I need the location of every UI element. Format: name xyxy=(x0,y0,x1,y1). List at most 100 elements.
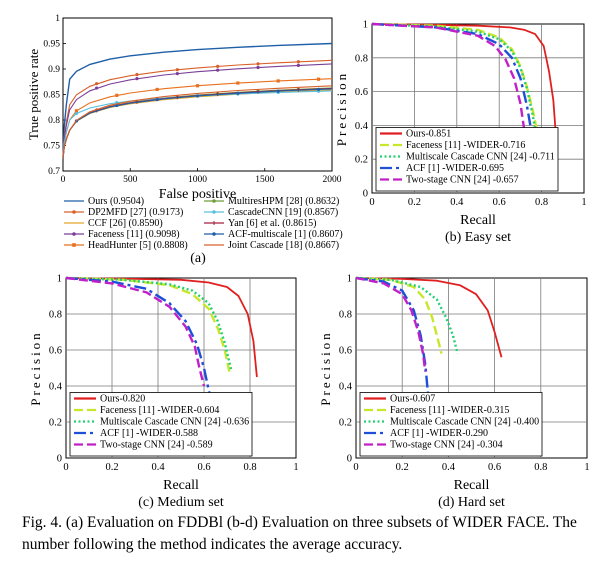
legend-entry: Yan [6] et al. (0.8615) xyxy=(228,218,316,229)
x-tick-label: 0.2 xyxy=(396,462,409,473)
y-tick-label: 1 xyxy=(57,274,62,285)
legend-entry: Faceness [11] (0.9098) xyxy=(88,229,180,240)
legend-entry: CCF [26] (0.8590) xyxy=(88,218,163,229)
series-marker xyxy=(316,77,321,81)
y-tick-label: 0.2 xyxy=(355,155,368,166)
x-tick-label: 1500 xyxy=(255,175,274,185)
legend-entry: Faceness [11] -WIDER-0.604 xyxy=(100,405,219,416)
legend-entry: Multiscale Cascade CNN [24] -0.400 xyxy=(390,417,539,428)
series-line xyxy=(371,22,539,143)
series-marker xyxy=(316,87,321,92)
legend-marker xyxy=(212,221,216,225)
x-axis-label: Recall xyxy=(460,213,496,228)
y-tick-label: 0.4 xyxy=(49,382,63,393)
series-marker xyxy=(256,65,260,70)
x-tick-label: 0.8 xyxy=(243,462,256,473)
series-marker xyxy=(195,84,200,88)
legend-marker xyxy=(212,232,216,236)
legend-entry: Faceness [11] -WIDER-0.716 xyxy=(406,140,525,151)
legend-entry: Multiscale Cascade CNN [24] -0.636 xyxy=(100,417,249,428)
legend-entry: Ours (0.9504) xyxy=(88,196,144,207)
legend-entry: ACF-multiscale [1] (0.8607) xyxy=(228,229,343,240)
legend-entry: Two-stage CNN [24] -0.589 xyxy=(100,440,213,451)
y-tick-label: 0.6 xyxy=(49,346,62,357)
series-marker xyxy=(135,77,139,81)
x-tick-label: 0.6 xyxy=(488,462,501,473)
legend-entry: ACF [1] -WIDER-0.290 xyxy=(390,428,488,439)
series-line xyxy=(65,276,215,408)
series-line xyxy=(62,63,333,159)
x-axis-label: Recall xyxy=(454,478,490,493)
y-axis-label: True positive rate xyxy=(26,49,41,140)
series-marker xyxy=(256,62,260,66)
series-line xyxy=(355,276,427,372)
panel-caption: (d) Hard set xyxy=(438,495,505,510)
y-tick-label: 0.6 xyxy=(355,87,368,98)
y-axis-label: Precision xyxy=(28,330,43,405)
x-tick-label: 0.2 xyxy=(105,462,118,473)
series-marker xyxy=(296,63,300,67)
y-axis-label: Precision xyxy=(334,71,349,146)
series-line xyxy=(62,42,333,159)
series-marker xyxy=(175,68,179,72)
x-tick-label: 0 xyxy=(63,462,68,473)
legend-entry: Faceness [11] -WIDER-0.315 xyxy=(390,405,509,416)
x-tick-label: 0.6 xyxy=(493,197,506,208)
series-marker xyxy=(135,72,139,77)
y-tick-label: 0 xyxy=(57,454,62,465)
series-marker xyxy=(115,93,119,97)
y-tick-label: 0.2 xyxy=(339,418,352,429)
y-tick-label: 0 xyxy=(347,454,352,465)
y-tick-label: 1 xyxy=(55,14,60,24)
series-line xyxy=(65,276,206,387)
legend-box xyxy=(359,392,543,457)
legend-entry: ACF [1] -WIDER-0.588 xyxy=(100,428,198,439)
series-line xyxy=(355,276,459,354)
y-tick-label: 0.2 xyxy=(49,418,62,429)
y-tick-label: 0.75 xyxy=(43,142,60,152)
legend-entry: Multiscale Cascade CNN [24] -0.711 xyxy=(406,152,555,163)
series-line xyxy=(355,276,432,408)
series-line xyxy=(371,22,537,152)
y-tick-label: 0.7 xyxy=(48,167,60,177)
series-marker xyxy=(115,103,119,108)
legend-entry: DP2MFD [27] (0.9173) xyxy=(88,207,183,218)
legend-entry: CascadeCNN [19] (0.8567) xyxy=(228,207,338,218)
legend-marker xyxy=(212,199,216,203)
x-tick-label: 1 xyxy=(581,197,586,208)
legend-entry: Ours-0.607 xyxy=(390,394,435,405)
series-marker xyxy=(155,98,159,102)
panel-caption: (b) Easy set xyxy=(445,230,511,245)
series-marker xyxy=(216,68,220,72)
legend-entry: Ours-0.820 xyxy=(100,394,145,405)
y-tick-label: 0.95 xyxy=(43,40,60,50)
series-line xyxy=(62,85,333,159)
series-marker xyxy=(175,72,179,76)
y-tick-label: 0.8 xyxy=(48,116,60,126)
figure-caption: Fig. 4. (a) Evaluation on FDDBl (b-d) Ev… xyxy=(22,514,577,553)
y-tick-label: 0.85 xyxy=(43,91,60,101)
y-tick-label: 1 xyxy=(347,274,352,285)
series-marker xyxy=(74,109,79,113)
legend-marker xyxy=(72,243,76,247)
legend-box xyxy=(69,392,253,457)
series-line xyxy=(355,277,503,358)
y-tick-label: 0.4 xyxy=(339,382,353,393)
series-line xyxy=(371,22,526,133)
x-tick-label: 0 xyxy=(353,462,358,473)
chart-d: 0 0.2 0.4 0.6 0.8 1 0 0.2 0.4 0.6 0.8 1 Recall Precis… xyxy=(318,274,590,511)
x-tick-label: 1000 xyxy=(188,175,207,185)
y-tick-label: 0.8 xyxy=(49,310,62,321)
x-tick-label: 0.8 xyxy=(534,462,547,473)
series-marker xyxy=(236,81,240,85)
legend-marker xyxy=(72,210,76,214)
series-line xyxy=(65,277,258,378)
x-tick-label: 0.4 xyxy=(450,197,464,208)
series-marker xyxy=(195,94,200,98)
x-tick-label: 0 xyxy=(369,197,374,208)
x-tick-label: 0.4 xyxy=(442,462,456,473)
y-tick-label: 0 xyxy=(363,189,368,200)
x-axis-label: False positive xyxy=(159,187,236,202)
legend-entry: Two-stage CNN [24] -0.304 xyxy=(390,440,503,451)
